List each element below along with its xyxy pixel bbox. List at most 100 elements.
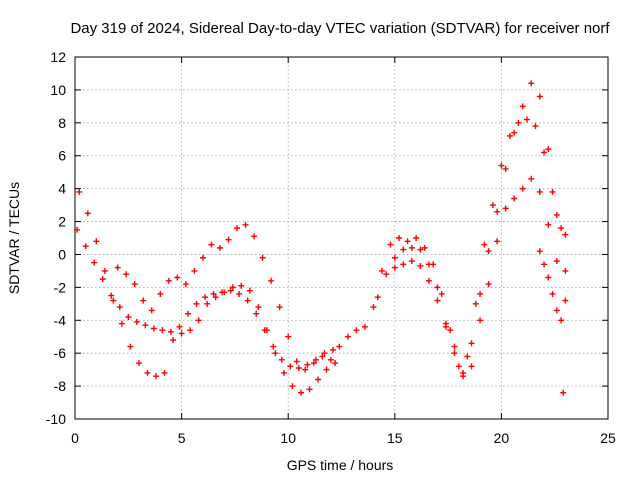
data-point — [532, 123, 539, 130]
data-point — [425, 277, 432, 284]
data-point — [329, 346, 336, 353]
data-point — [253, 310, 260, 317]
data-point — [289, 383, 296, 390]
data-point — [417, 246, 424, 253]
data-point — [276, 304, 283, 311]
data-point — [477, 317, 484, 324]
data-point — [157, 290, 164, 297]
x-tick-label: 10 — [280, 430, 296, 446]
data-point — [455, 363, 462, 370]
data-point — [370, 304, 377, 311]
data-point — [413, 235, 420, 241]
data-point — [400, 261, 407, 268]
y-tick-label: 0 — [58, 246, 66, 262]
data-point — [280, 369, 287, 376]
data-point — [204, 300, 211, 307]
data-point — [142, 322, 149, 329]
data-point — [99, 276, 106, 283]
data-point — [468, 340, 475, 347]
data-point — [485, 281, 492, 288]
data-point — [485, 248, 492, 255]
data-point — [234, 225, 241, 232]
data-point — [489, 202, 496, 209]
data-point — [285, 333, 292, 340]
data-point — [116, 304, 123, 311]
data-point — [442, 320, 449, 327]
data-point — [400, 246, 407, 253]
data-point — [408, 258, 415, 265]
data-point — [549, 188, 556, 195]
data-point — [361, 323, 368, 330]
data-point — [553, 258, 560, 265]
data-point — [421, 244, 428, 251]
y-tick-label: 2 — [58, 214, 66, 230]
x-tick-label: 15 — [387, 430, 403, 446]
data-point — [498, 162, 505, 169]
data-point — [176, 323, 183, 330]
data-point — [263, 327, 270, 334]
data-point — [108, 292, 115, 299]
data-point — [236, 290, 243, 297]
data-point — [195, 317, 202, 324]
data-point — [558, 225, 565, 232]
data-point — [396, 235, 403, 241]
data-point — [202, 294, 209, 301]
data-point — [327, 356, 334, 363]
data-point — [515, 119, 522, 126]
data-point — [244, 297, 251, 304]
data-point — [511, 195, 518, 202]
data-point — [438, 290, 445, 297]
data-point — [506, 132, 513, 139]
data-point — [528, 80, 535, 87]
y-tick-label: -10 — [46, 411, 66, 427]
data-point — [191, 267, 198, 274]
data-point — [408, 244, 415, 251]
data-point — [536, 188, 543, 195]
data-point — [84, 210, 91, 217]
x-tick-label: 5 — [178, 430, 186, 446]
data-point — [255, 304, 262, 311]
y-tick-label: 4 — [58, 181, 66, 197]
data-point — [541, 261, 548, 268]
plot-frame — [74, 56, 609, 420]
data-point — [74, 226, 81, 233]
data-point — [272, 350, 279, 357]
data-point — [216, 244, 223, 251]
data-point — [472, 300, 479, 307]
data-point — [208, 241, 215, 248]
y-tick-label: 12 — [50, 49, 66, 65]
data-point — [562, 231, 569, 238]
data-point — [511, 129, 518, 136]
data-point — [174, 274, 181, 281]
data-point — [123, 271, 130, 278]
data-point — [481, 241, 488, 248]
data-point — [332, 360, 339, 367]
data-point — [167, 328, 174, 335]
data-point — [246, 287, 253, 294]
data-point — [374, 294, 381, 301]
axis-ticks: 0 5 10 15 20 25 -10 -8 -6 -4 -2 0 2 4 6 8 10 12 — [46, 49, 616, 446]
data-point — [319, 353, 326, 360]
data-point — [251, 233, 258, 240]
data-point — [161, 369, 168, 376]
data-point — [558, 317, 565, 324]
data-point — [536, 93, 543, 100]
data-point — [464, 353, 471, 360]
data-point — [302, 366, 309, 373]
x-axis-label: GPS time / hours — [287, 457, 394, 473]
y-tick-label: 8 — [58, 115, 66, 131]
data-point — [447, 327, 454, 334]
data-point — [270, 343, 277, 350]
grid-lines — [75, 57, 608, 419]
data-point — [144, 369, 151, 376]
data-point — [379, 267, 386, 274]
y-tick-label: 10 — [50, 82, 66, 98]
y-tick-label: -4 — [54, 312, 67, 328]
data-point — [210, 290, 217, 297]
data-point — [91, 259, 98, 266]
data-point — [336, 343, 343, 350]
data-point — [553, 211, 560, 218]
data-point — [425, 261, 432, 268]
data-point — [545, 146, 552, 153]
